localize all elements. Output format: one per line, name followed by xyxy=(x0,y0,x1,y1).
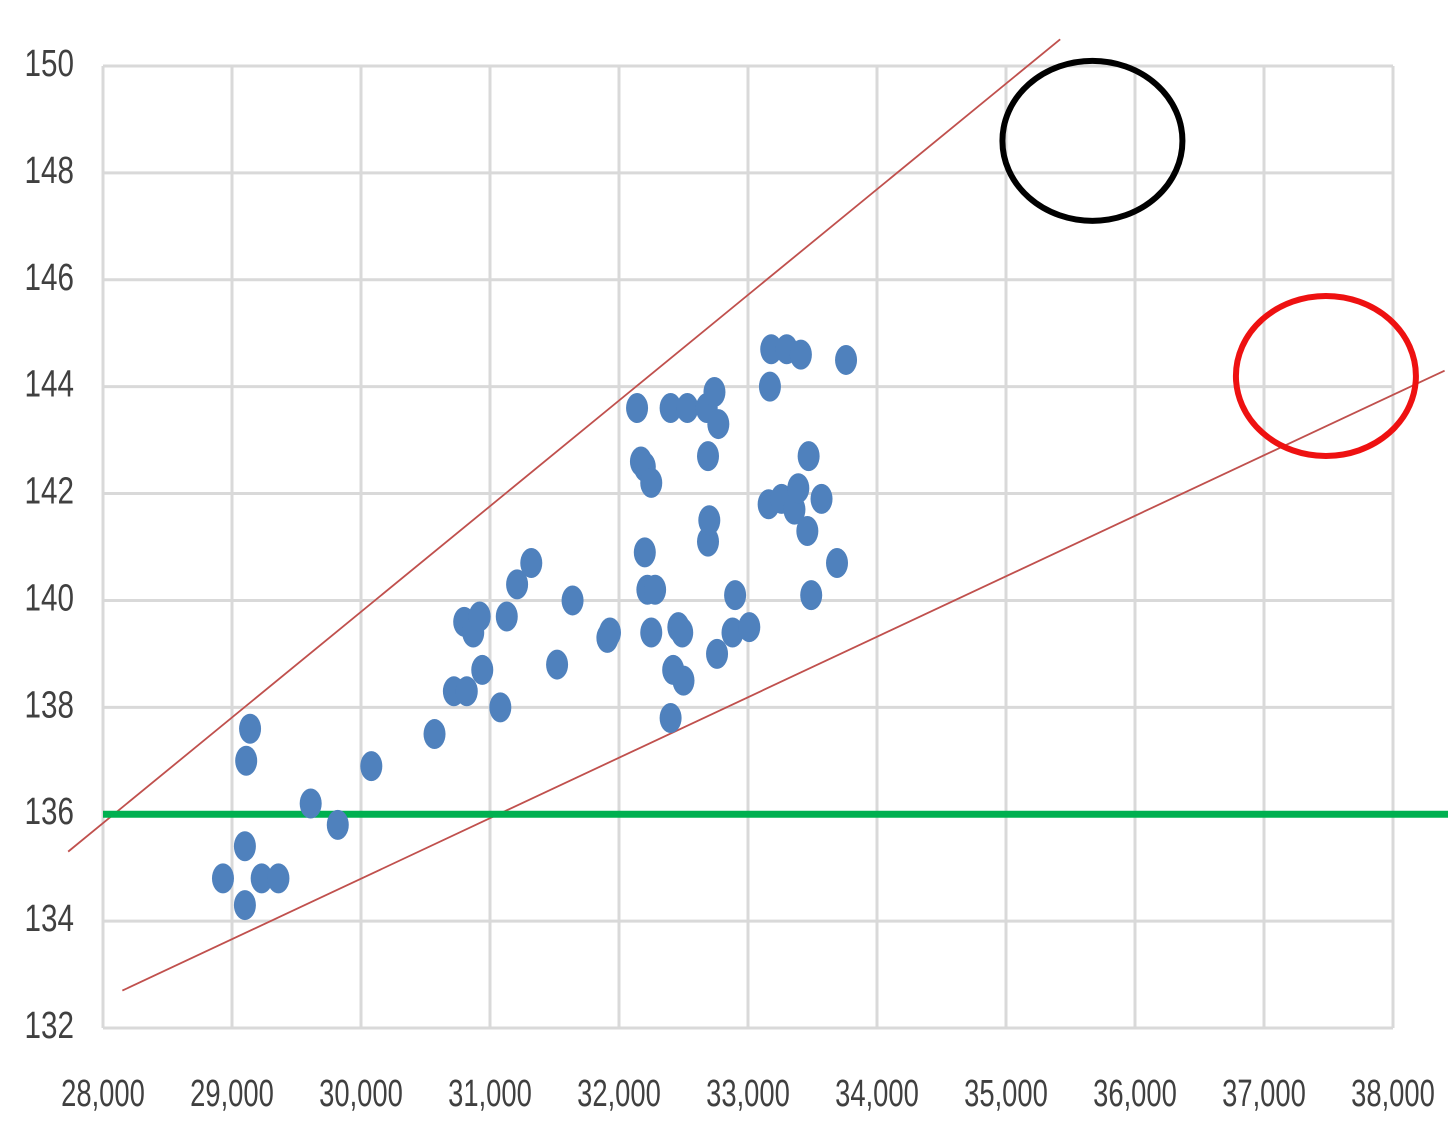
data-point xyxy=(626,393,649,424)
y-tick-label: 132 xyxy=(25,1005,74,1047)
data-point xyxy=(789,339,812,370)
grid xyxy=(103,64,1395,1028)
data-point xyxy=(640,467,663,498)
reference-lines xyxy=(67,38,1448,992)
data-point xyxy=(796,515,819,546)
data-point xyxy=(826,548,849,579)
data-point xyxy=(703,377,726,408)
data-point xyxy=(640,617,663,648)
data-point xyxy=(239,713,262,744)
y-tick-label: 142 xyxy=(25,470,74,512)
x-tick-label: 37,000 xyxy=(1222,1073,1306,1115)
x-tick-label: 34,000 xyxy=(835,1073,919,1115)
data-point xyxy=(633,537,656,568)
data-point xyxy=(706,638,729,669)
trend-line xyxy=(67,38,1061,853)
data-point xyxy=(360,751,383,782)
data-point xyxy=(671,617,694,648)
data-point xyxy=(471,654,494,685)
data-point xyxy=(326,809,349,840)
y-tick-labels: 132 134 136 138 140 142 144 146 148 150 xyxy=(25,43,74,1047)
data-point xyxy=(506,569,529,600)
data-point xyxy=(697,441,720,472)
y-tick-label: 140 xyxy=(25,577,74,619)
y-tick-label: 136 xyxy=(25,791,74,833)
data-point xyxy=(235,745,258,776)
data-point xyxy=(738,612,761,643)
data-point xyxy=(561,585,584,616)
data-point xyxy=(800,580,823,611)
data-point xyxy=(250,863,273,894)
y-tick-label: 134 xyxy=(25,898,74,940)
black-highlight-circle xyxy=(999,57,1186,224)
data-point xyxy=(489,692,512,723)
data-point xyxy=(697,526,720,557)
trend-line xyxy=(121,369,1445,992)
x-tick-label: 38,000 xyxy=(1351,1073,1435,1115)
data-point xyxy=(721,617,744,648)
data-point xyxy=(698,505,721,536)
data-point xyxy=(644,574,667,605)
data-point xyxy=(211,863,234,894)
y-tick-label: 150 xyxy=(25,43,74,85)
annotations xyxy=(999,57,1419,459)
x-tick-labels: 28,000 29,000 30,000 31,000 32,000 33,000 34,0… xyxy=(61,1073,1435,1115)
data-point xyxy=(758,371,781,402)
data-point xyxy=(455,676,478,707)
data-point xyxy=(495,601,518,632)
x-tick-label: 35,000 xyxy=(964,1073,1048,1115)
data-point xyxy=(835,344,858,375)
axes xyxy=(101,66,1393,1030)
data-point xyxy=(659,703,682,734)
data-point xyxy=(546,649,569,680)
x-tick-label: 32,000 xyxy=(577,1073,661,1115)
data-point xyxy=(233,890,256,921)
x-tick-label: 33,000 xyxy=(706,1073,790,1115)
data-point xyxy=(423,719,446,750)
data-points xyxy=(211,334,858,921)
data-point xyxy=(267,863,290,894)
x-tick-label: 29,000 xyxy=(190,1073,274,1115)
data-point xyxy=(468,601,491,632)
data-point xyxy=(672,665,695,696)
x-tick-label: 36,000 xyxy=(1093,1073,1177,1115)
data-point xyxy=(299,788,322,819)
data-point xyxy=(520,548,543,579)
y-tick-label: 144 xyxy=(25,363,74,405)
data-point xyxy=(724,580,747,611)
red-highlight-circle xyxy=(1232,292,1419,459)
y-tick-label: 146 xyxy=(25,256,74,298)
data-point xyxy=(659,393,682,424)
y-tick-label: 138 xyxy=(25,684,74,726)
x-tick-label: 31,000 xyxy=(448,1073,532,1115)
y-tick-label: 148 xyxy=(25,149,74,191)
data-point xyxy=(707,409,730,440)
data-point xyxy=(787,473,810,504)
data-point xyxy=(676,393,699,424)
data-point xyxy=(233,831,256,862)
data-point xyxy=(598,617,621,648)
x-tick-label: 28,000 xyxy=(61,1073,145,1115)
data-point xyxy=(810,483,833,514)
data-point xyxy=(797,441,820,472)
x-tick-label: 30,000 xyxy=(319,1073,403,1115)
data-point xyxy=(760,334,783,365)
